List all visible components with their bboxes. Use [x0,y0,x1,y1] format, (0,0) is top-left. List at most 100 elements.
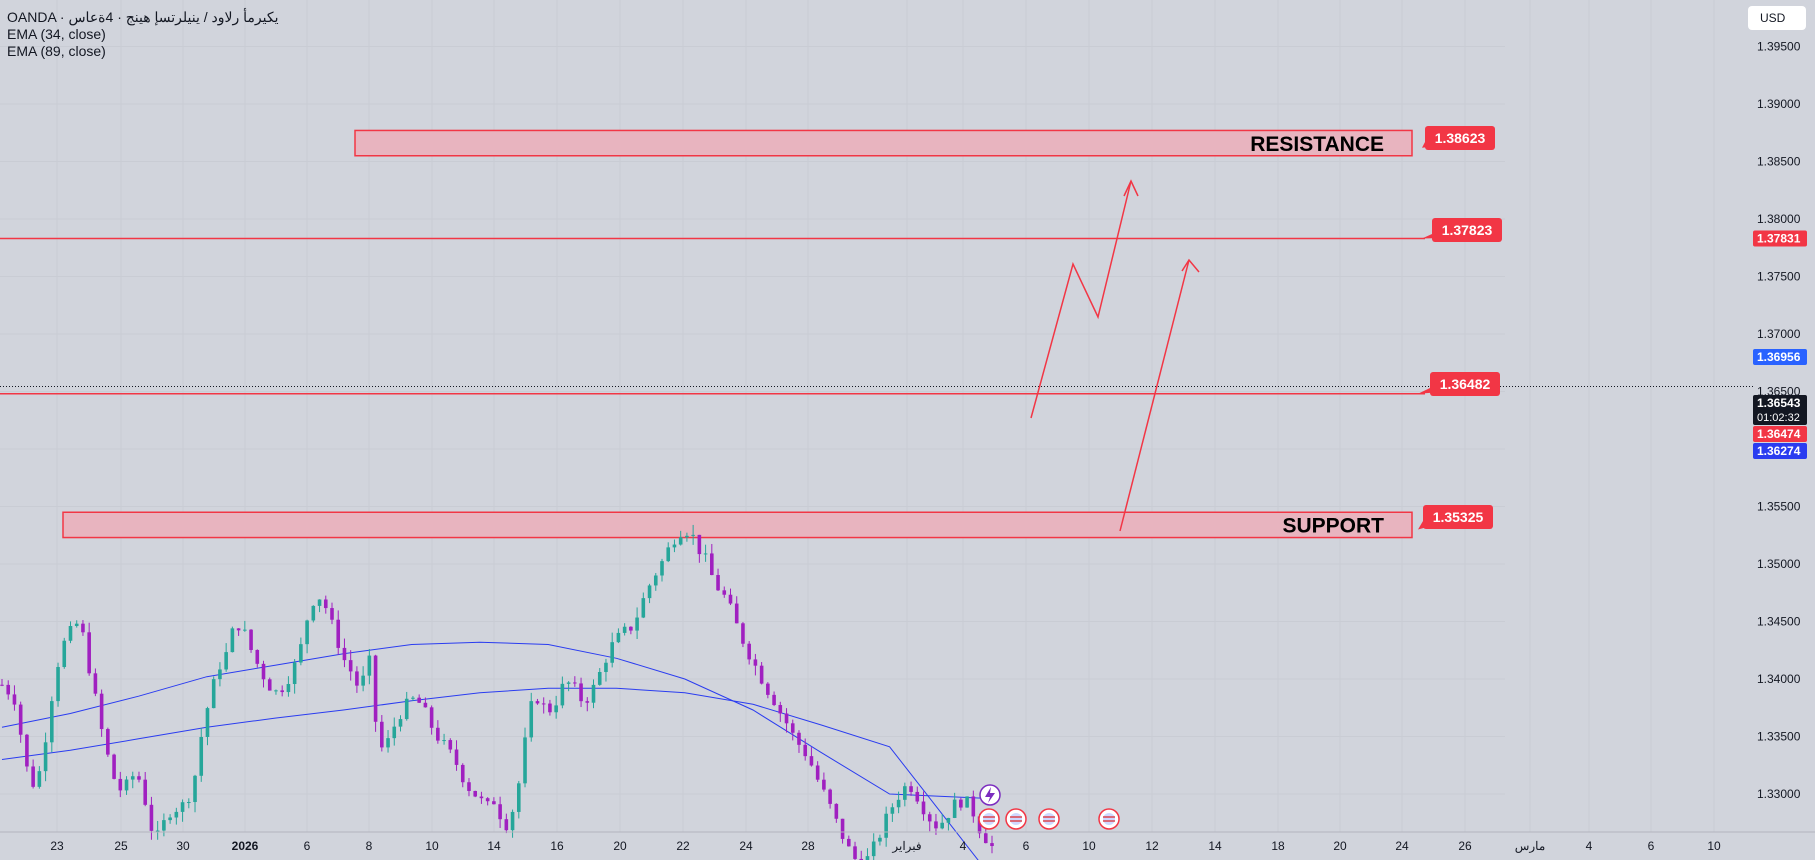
candle-body [124,779,129,791]
candle [778,701,783,722]
price-label-last[interactable]: 1.36543 01:02:32 [1753,395,1807,425]
candle-body [305,620,309,645]
events-layer[interactable] [978,784,1120,830]
candle [299,637,303,666]
candle-body [112,754,116,779]
candle [417,694,421,703]
candle-body [915,791,920,802]
candle [267,677,272,691]
candle [990,835,994,854]
candle [18,701,23,743]
candle-body [162,820,166,831]
candle-body [299,644,303,663]
lightning-event-icon[interactable] [979,784,1001,806]
us-flag-icon[interactable] [1098,808,1120,830]
candle [193,774,197,813]
currency-button[interactable]: USD [1748,6,1806,30]
x-tick-label: 4 [1586,839,1593,853]
candle [411,695,415,701]
x-tick-label: 14 [487,839,501,853]
candle-body [660,561,664,576]
candle [554,695,558,719]
candle-body [367,655,372,676]
candle-body [510,811,515,831]
candle [323,595,328,614]
candle [884,806,888,847]
candle [106,727,110,757]
flag-inner [1043,813,1055,825]
candle-body [909,786,913,792]
indicator-ema89[interactable]: EMA (89, close) [7,43,106,59]
price-label-ema89[interactable]: 1.36274 [1753,443,1807,459]
candle-body [629,626,633,631]
candle [137,771,141,783]
candle [784,708,789,733]
candle [485,797,490,806]
price-label-box [1753,395,1807,425]
candle [436,720,440,744]
indicator-ema34[interactable]: EMA (34, close) [7,26,106,42]
x-tick-label: 10 [425,839,439,853]
y-tick-label: 1.33000 [1757,787,1801,801]
candle [130,771,135,789]
candle-body [685,535,689,538]
candle-body [691,534,695,536]
candle [510,809,515,838]
x-tick-label: 24 [739,839,753,853]
price-label-level[interactable]: 1.37831 [1753,230,1807,247]
candle-body [622,626,627,633]
y-tick-label: 1.33500 [1757,730,1801,744]
candle-body [959,799,963,808]
candle [952,792,957,819]
candle [660,558,664,582]
candle-body [597,672,602,685]
symbol-title[interactable]: OANDA · يكيرمأ رلاود / ينيلرتسإ هينج · 4… [7,9,279,25]
projection-path-2 [1119,259,1190,532]
time-axis[interactable]: 23 25 30 2026 6 8 10 14 16 20 22 24 28 فبراير 4 6 10 12 14… [0,831,1815,853]
candle [479,791,484,804]
projection-path-1 [1030,180,1132,419]
us-flag-icon[interactable] [1038,808,1060,830]
candle [790,719,795,741]
candle-body [186,802,191,804]
candle-body [809,756,814,766]
candle-body [616,632,621,643]
uk-flag-icon[interactable] [1005,808,1027,830]
y-tick-label: 1.35500 [1757,500,1801,514]
candle [965,796,969,808]
candle-body [236,628,241,631]
price-label-ema34[interactable]: 1.36956 [1753,349,1807,365]
candle-body [448,740,453,750]
zone-support [62,511,1413,539]
price-label-level[interactable]: 1.36474 [1753,426,1807,442]
x-tick-label: 24 [1395,839,1409,853]
us-flag-icon[interactable] [978,808,1000,830]
candle-body [903,786,907,800]
candle-body [504,819,509,831]
candle-body [734,603,739,624]
candle-body [255,649,260,664]
candle [597,668,602,686]
candle-body [722,590,727,595]
y-tick-label: 1.38000 [1757,212,1801,226]
candle-body [846,838,851,847]
candle [529,692,534,742]
zone-label: SUPPORT [1282,515,1384,538]
candle-body [0,684,4,686]
candle [218,662,222,687]
candle-body [199,736,204,776]
callout-box [1423,505,1493,529]
price-label-box [1753,426,1807,442]
price-axis[interactable]: 1.33000 1.33500 1.34000 1.34500 1.35000 1.355… [1753,40,1807,802]
candle [236,628,241,636]
candle [641,592,646,619]
candle [199,727,204,782]
x-tick-label: 18 [1271,839,1285,853]
candle [971,790,976,823]
candle-body [361,675,365,686]
candle-body [43,742,48,772]
candle [622,623,627,636]
candle-body [822,779,826,790]
candle [367,649,372,685]
